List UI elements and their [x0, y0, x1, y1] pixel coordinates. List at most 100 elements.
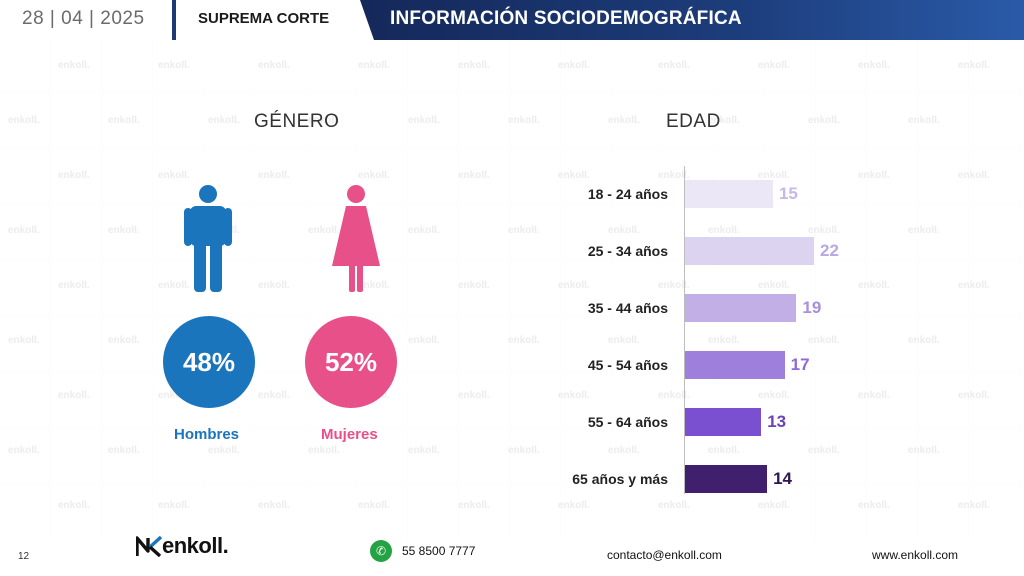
watermark-text: enkoll.: [8, 115, 40, 126]
watermark-text: enkoll.: [8, 225, 40, 236]
header-divider: [172, 0, 176, 40]
watermark-text: enkoll.: [758, 500, 790, 511]
watermark-text: enkoll.: [558, 500, 590, 511]
watermark-text: enkoll.: [808, 225, 840, 236]
watermark-text: enkoll.: [508, 335, 540, 346]
men-percent-circle: 48%: [163, 316, 255, 408]
category-label: 35 - 44 años: [587, 300, 668, 316]
watermark-text: enkoll.: [408, 115, 440, 126]
watermark-text: enkoll.: [608, 225, 640, 236]
watermark-text: enkoll.: [158, 60, 190, 71]
watermark-background: [0, 40, 1024, 540]
watermark-text: enkoll.: [458, 170, 490, 181]
watermark-text: enkoll.: [558, 390, 590, 401]
watermark-text: enkoll.: [58, 390, 90, 401]
watermark-text: enkoll.: [558, 170, 590, 181]
watermark-text: enkoll.: [108, 115, 140, 126]
watermark-text: enkoll.: [958, 170, 990, 181]
women-percent: 52%: [324, 346, 378, 377]
watermark-text: enkoll.: [808, 335, 840, 346]
watermark-text: enkoll.: [908, 445, 940, 456]
watermark-text: enkoll.: [408, 445, 440, 456]
header-title-band: INFORMACIÓN SOCIODEMOGRÁFICA: [360, 0, 1024, 40]
watermark-text: enkoll.: [8, 445, 40, 456]
watermark-text: enkoll.: [458, 390, 490, 401]
men-label: Hombres: [174, 426, 240, 443]
bar-value-label: 19: [802, 298, 822, 317]
watermark-text: enkoll.: [358, 170, 390, 181]
watermark-text: enkoll.: [8, 335, 40, 346]
watermark-text: enkoll.: [508, 225, 540, 236]
watermark-text: enkoll.: [358, 500, 390, 511]
watermark-text: enkoll.: [908, 225, 940, 236]
watermark-text: enkoll.: [508, 115, 540, 126]
chart-axis: [684, 166, 685, 494]
category-label: 65 años y más: [572, 471, 668, 487]
enkoll-logo: enkoll.: [136, 533, 229, 559]
category-label: 45 - 54 años: [587, 357, 668, 373]
bar-value-label: 13: [767, 412, 787, 431]
category-label: 18 - 24 años: [587, 186, 668, 202]
age-bar: [685, 351, 785, 379]
watermark-text: enkoll.: [858, 500, 890, 511]
watermark-text: enkoll.: [358, 60, 390, 71]
watermark-text: enkoll.: [608, 335, 640, 346]
watermark-text: enkoll.: [858, 390, 890, 401]
watermark-text: enkoll.: [758, 280, 790, 291]
woman-icon: [332, 185, 380, 292]
age-bar: [685, 294, 797, 322]
category-label: 55 - 64 años: [587, 414, 668, 430]
bar-value-label: 14: [773, 469, 792, 488]
watermark-text: enkoll.: [708, 445, 740, 456]
watermark-text: enkoll.: [258, 390, 290, 401]
phone-number: 55 8500 7777: [402, 544, 476, 558]
women-percent-circle: 52%: [305, 316, 397, 408]
watermark-text: enkoll.: [908, 335, 940, 346]
man-icon: [184, 185, 232, 292]
watermark-text: enkoll.: [908, 115, 940, 126]
watermark-text: enkoll.: [408, 225, 440, 236]
watermark-text: enkoll.: [758, 60, 790, 71]
watermark-text: enkoll.: [608, 115, 640, 126]
watermark-text: enkoll.: [658, 60, 690, 71]
watermark-text: enkoll.: [108, 445, 140, 456]
watermark-text: enkoll.: [958, 390, 990, 401]
whatsapp-icon: ✆: [370, 540, 392, 562]
phone-contact: ✆ 55 8500 7777: [370, 540, 475, 562]
watermark-text: enkoll.: [808, 115, 840, 126]
age-bar: [685, 237, 814, 265]
watermark-text: enkoll.: [458, 500, 490, 511]
watermark-text: enkoll.: [258, 170, 290, 181]
women-label: Mujeres: [321, 426, 378, 443]
watermark-text: enkoll.: [958, 280, 990, 291]
watermark-text: enkoll.: [258, 60, 290, 71]
watermark-text: enkoll.: [58, 60, 90, 71]
watermark-text: enkoll.: [558, 280, 590, 291]
watermark-text: enkoll.: [158, 170, 190, 181]
age-bar: [685, 465, 768, 493]
header-date: 28 | 04 | 2025: [22, 8, 145, 29]
watermark-text: enkoll.: [708, 335, 740, 346]
watermark-text: enkoll.: [258, 500, 290, 511]
age-title: EDAD: [666, 111, 721, 132]
watermark-text: enkoll.: [858, 280, 890, 291]
category-label: 25 - 34 años: [587, 243, 668, 259]
watermark-text: enkoll.: [458, 60, 490, 71]
website-link[interactable]: www.enkoll.com: [872, 548, 959, 562]
watermark-text: enkoll.: [758, 390, 790, 401]
enkoll-logo-icon: [136, 535, 162, 557]
watermark-text: enkoll.: [408, 335, 440, 346]
watermark-text: enkoll.: [58, 170, 90, 181]
watermark-text: enkoll.: [108, 225, 140, 236]
watermark-text: enkoll.: [208, 115, 240, 126]
watermark-text: enkoll.: [458, 280, 490, 291]
watermark-text: enkoll.: [58, 280, 90, 291]
watermark-text: enkoll.: [308, 445, 340, 456]
watermark-text: enkoll.: [608, 445, 640, 456]
bar-value-label: 15: [778, 184, 798, 203]
email-link[interactable]: contacto@enkoll.com: [607, 548, 722, 562]
watermark-text: enkoll.: [108, 335, 140, 346]
age-bar: [685, 180, 773, 208]
men-percent: 48%: [182, 346, 236, 377]
bar-value-label: 17: [790, 355, 810, 374]
